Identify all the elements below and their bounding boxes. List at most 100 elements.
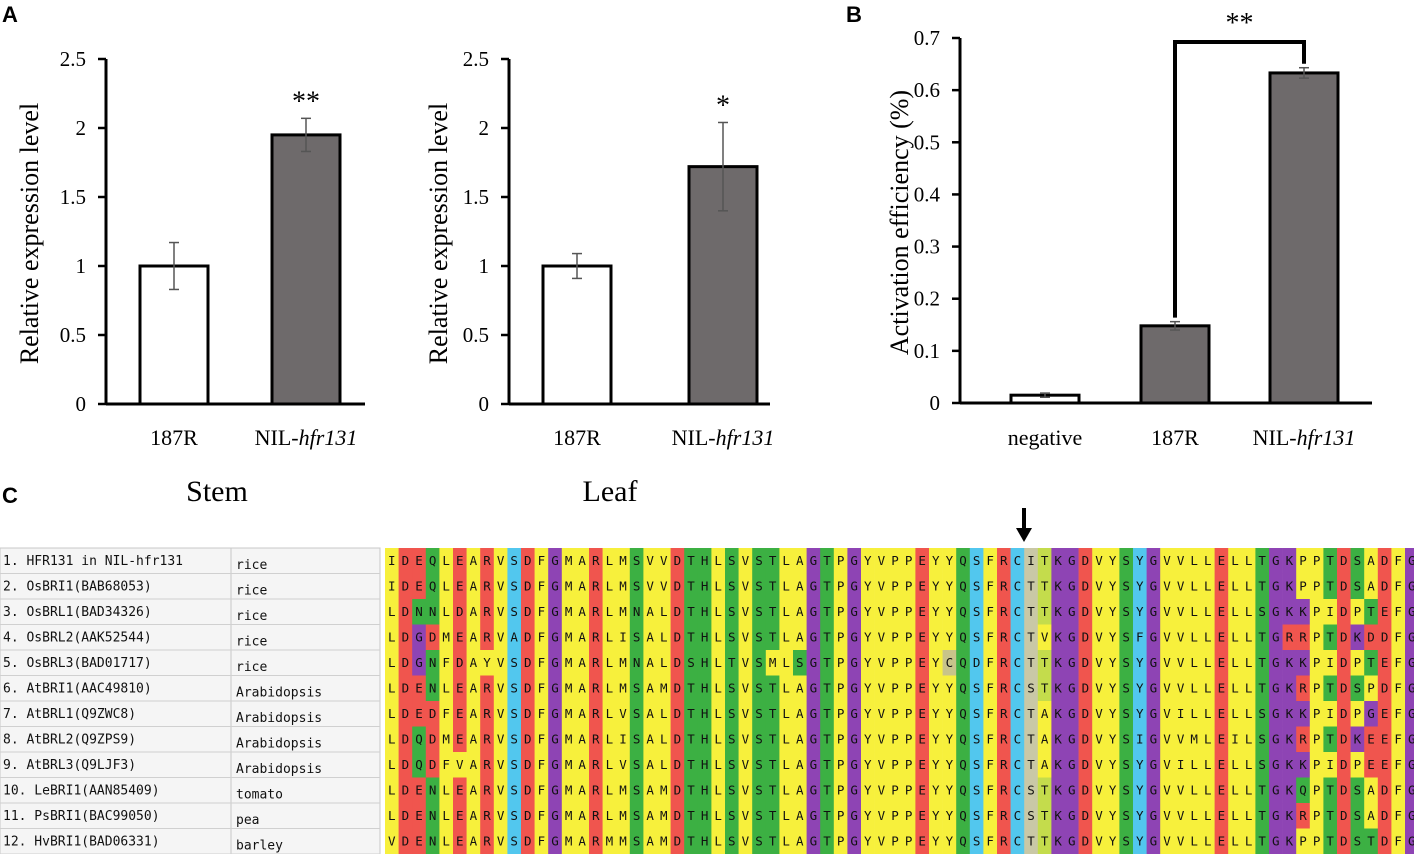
residue-letter: L — [1231, 604, 1239, 619]
residue-letter: L — [1231, 706, 1239, 721]
residue-cell — [548, 650, 563, 676]
residue-letter: V — [878, 579, 886, 594]
residue-letter: E — [1367, 732, 1375, 747]
residue-letter: V — [1095, 579, 1103, 594]
residue-letter: L — [660, 706, 668, 721]
residue-cell — [1228, 828, 1243, 855]
residue-cell — [548, 548, 563, 574]
residue-cell — [493, 573, 508, 600]
residue-letter: G — [810, 706, 818, 721]
residue-letter: D — [674, 834, 682, 849]
residue-cell — [507, 624, 522, 651]
residue-cell — [425, 752, 440, 778]
residue-letter: I — [619, 630, 627, 645]
residue-letter: G — [415, 655, 423, 670]
residue-letter: F — [1394, 655, 1402, 670]
residue-cell — [453, 650, 467, 676]
residue-cell — [983, 675, 998, 702]
residue-letter: D — [402, 630, 410, 645]
residue-letter: V — [1177, 604, 1185, 619]
residue-letter: G — [1408, 732, 1414, 747]
residue-letter: P — [891, 732, 899, 747]
residue-letter: K — [1054, 604, 1062, 619]
residue-cell — [1051, 599, 1066, 625]
residue-letter: C — [946, 655, 954, 670]
residue-letter: Y — [1109, 808, 1117, 823]
residue-letter: T — [769, 579, 777, 594]
residue-cell — [1010, 599, 1025, 625]
y-tick-label: 0.1 — [914, 339, 940, 363]
residue-cell — [1187, 650, 1202, 676]
residue-letter: K — [1054, 681, 1062, 696]
residue-cell — [901, 624, 916, 651]
category-label: NIL-hfr131 — [255, 425, 358, 450]
residue-cell — [1065, 650, 1079, 676]
residue-cell — [806, 624, 821, 651]
residue-letter: I — [388, 579, 396, 594]
residue-cell — [1228, 803, 1243, 829]
residue-cell — [847, 752, 862, 778]
residue-letter: Y — [1136, 681, 1144, 696]
residue-cell — [752, 701, 767, 727]
residue-cell — [643, 752, 658, 778]
residue-letter: Y — [1109, 604, 1117, 619]
residue-cell — [480, 752, 495, 778]
residue-cell — [1296, 624, 1311, 651]
residue-letter: S — [633, 553, 641, 568]
residue-letter: F — [538, 783, 546, 798]
residue-cell — [956, 573, 971, 600]
residue-cell — [752, 624, 767, 651]
residue-cell — [1228, 726, 1243, 753]
residue-cell — [385, 803, 399, 829]
residue-cell — [1037, 726, 1052, 753]
residue-letter: P — [1354, 706, 1362, 721]
residue-letter: S — [973, 732, 981, 747]
residue-cell — [697, 701, 712, 727]
residue-letter: R — [1000, 706, 1008, 721]
residue-cell — [466, 777, 481, 804]
residue-cell — [1391, 599, 1406, 625]
residue-letter: T — [769, 783, 777, 798]
residue-cell — [983, 650, 998, 676]
residue-letter: S — [755, 834, 763, 849]
residue-letter: A — [796, 808, 804, 823]
residue-cell — [1065, 803, 1079, 829]
residue-letter: A — [1041, 732, 1049, 747]
residue-cell — [752, 726, 767, 753]
residue-letter: R — [592, 604, 600, 619]
residue-letter: M — [565, 655, 573, 670]
residue-cell — [602, 548, 617, 574]
residue-cell — [629, 548, 644, 574]
residue-cell — [1133, 675, 1147, 702]
residue-letter: A — [510, 630, 518, 645]
residue-letter: L — [1245, 681, 1253, 696]
residue-letter: E — [415, 783, 423, 798]
residue-cell — [779, 701, 794, 727]
residue-letter: L — [1245, 706, 1253, 721]
residue-cell — [493, 726, 508, 753]
residue-letter: D — [524, 757, 532, 772]
residue-letter: P — [905, 655, 913, 670]
residue-letter: H — [701, 630, 709, 645]
residue-cell — [1187, 548, 1202, 574]
residue-cell — [629, 624, 644, 651]
residue-cell — [425, 548, 440, 574]
residue-cell — [1092, 726, 1107, 753]
residue-letter: G — [551, 579, 559, 594]
residue-cell — [1078, 726, 1093, 753]
residue-letter: A — [578, 579, 586, 594]
residue-cell — [1037, 701, 1052, 727]
residue-cell — [629, 803, 644, 829]
residue-cell — [643, 803, 658, 829]
residue-letter: V — [1095, 553, 1103, 568]
residue-cell — [1391, 548, 1406, 574]
residue-cell — [915, 548, 930, 574]
residue-cell — [1364, 675, 1379, 702]
residue-letter: N — [633, 604, 641, 619]
residue-cell — [575, 548, 590, 574]
residue-letter: K — [1286, 783, 1294, 798]
residue-letter: R — [1299, 681, 1307, 696]
residue-cell — [779, 803, 794, 829]
residue-cell — [1187, 726, 1202, 753]
y-tick-label: 1 — [76, 254, 87, 278]
